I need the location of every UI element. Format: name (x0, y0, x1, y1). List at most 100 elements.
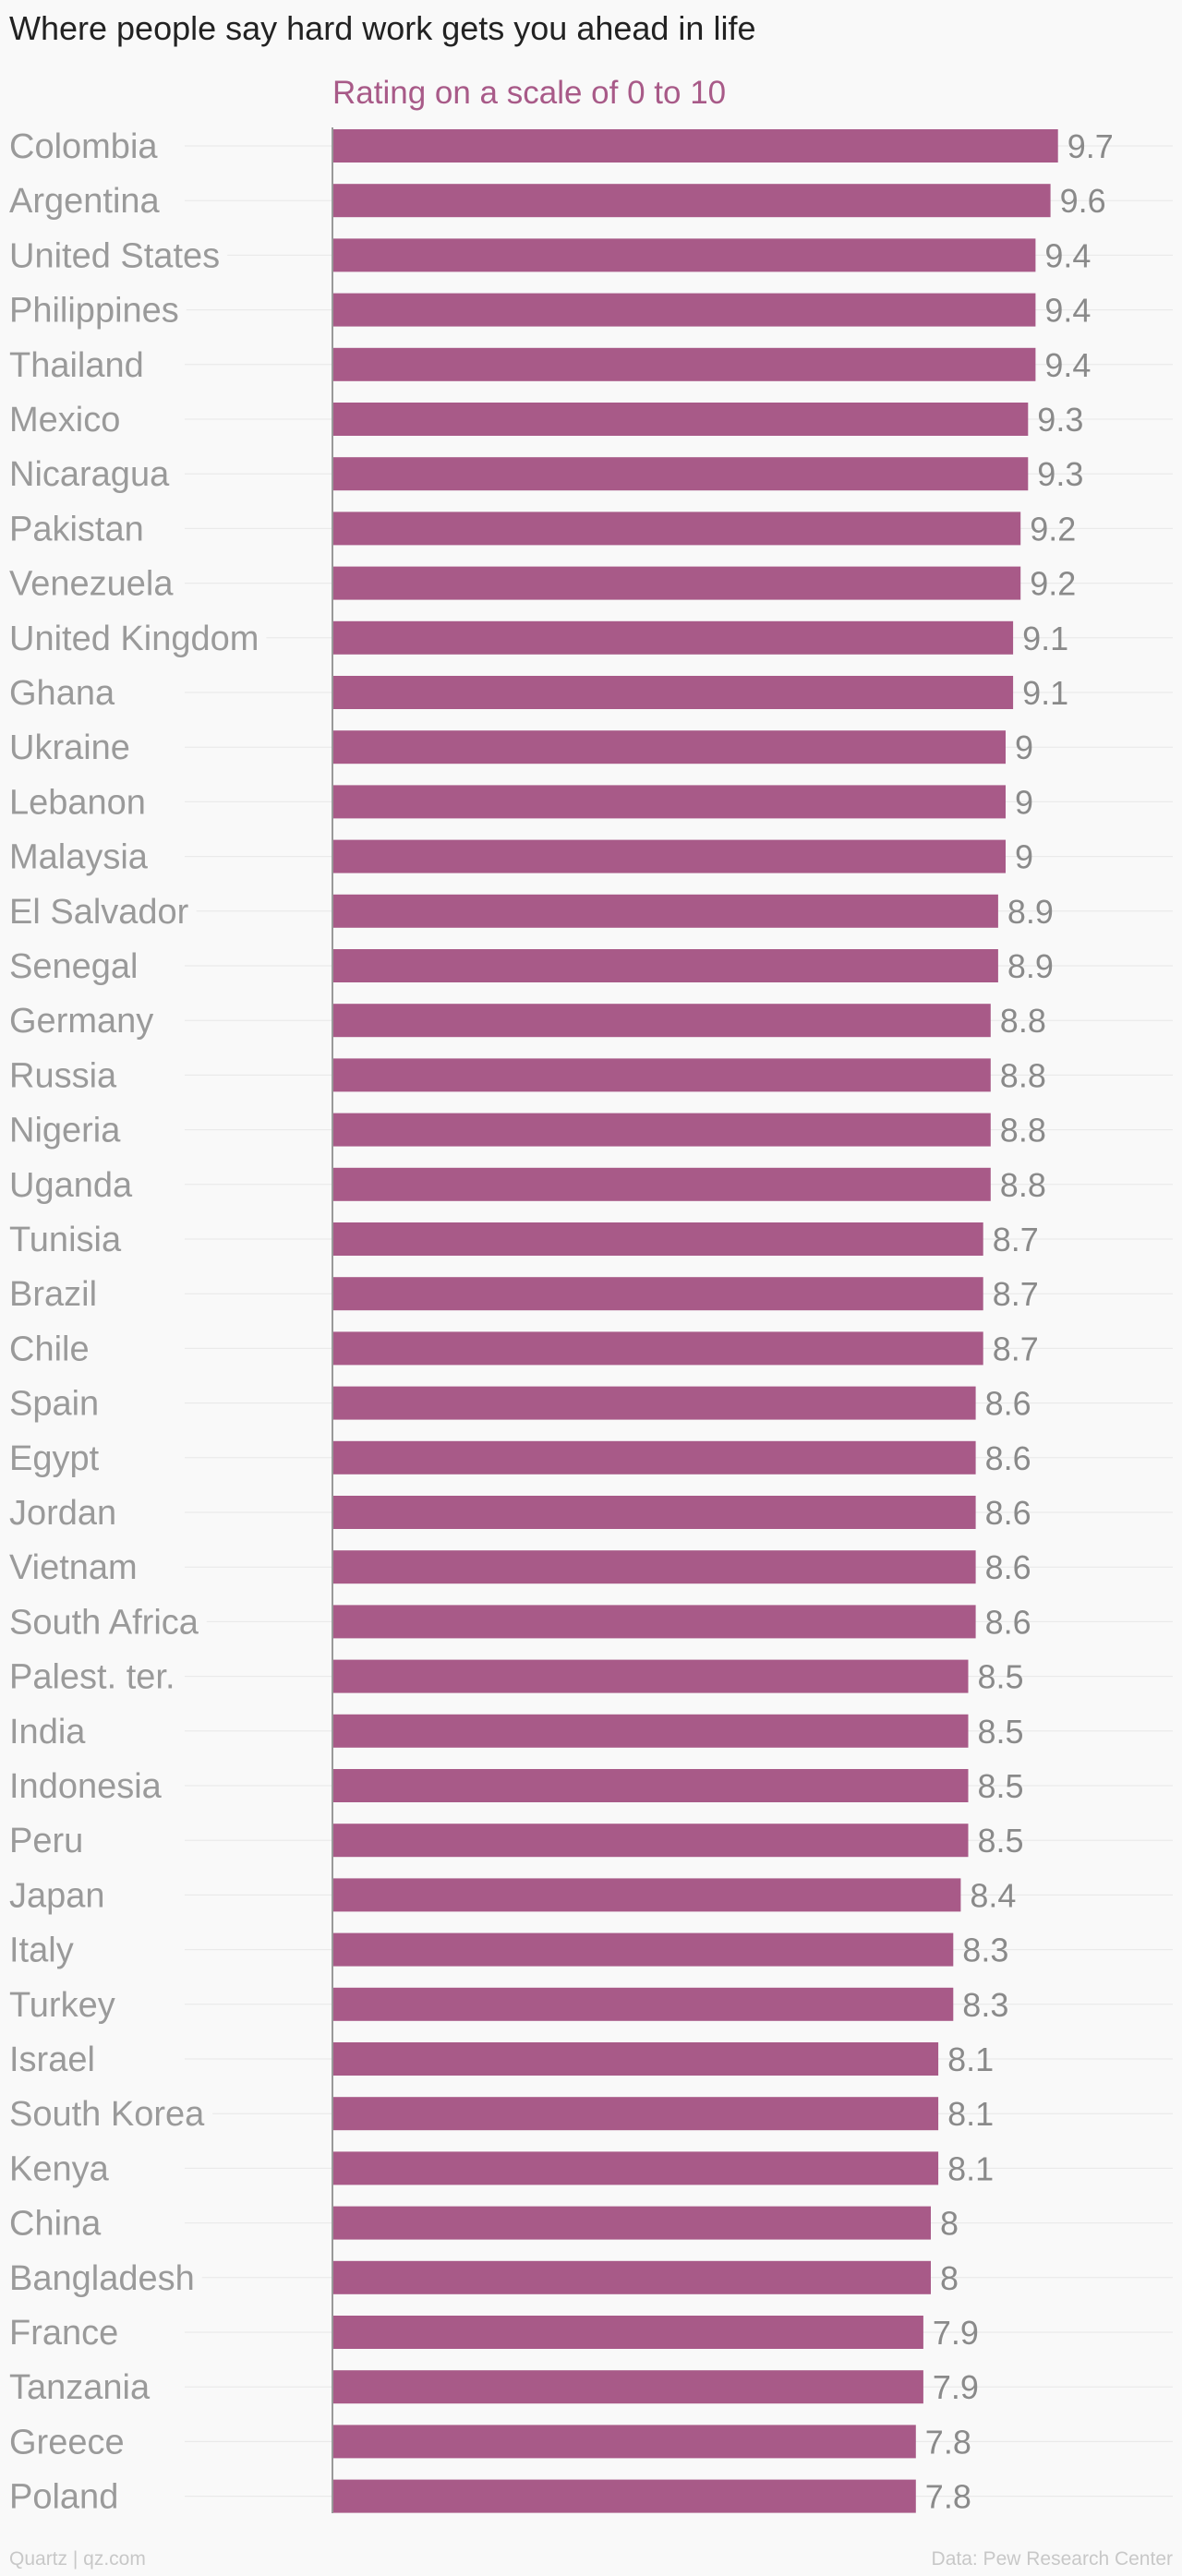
value-label: 8.3 (962, 1932, 1008, 1969)
category-label: Venezuela (9, 565, 174, 604)
bar (332, 1496, 976, 1529)
value-label: 9.1 (1022, 674, 1068, 712)
label-background (6, 401, 128, 439)
label-background (6, 1111, 129, 1150)
category-label: United Kingdom (9, 620, 259, 658)
label-background (6, 1165, 140, 1205)
label-background (6, 564, 182, 604)
category-label: Spain (9, 1385, 99, 1424)
value-label: 9 (1015, 838, 1033, 876)
category-label: Peru (9, 1822, 83, 1860)
category-label: Israel (9, 2040, 95, 2079)
bar (332, 2425, 916, 2459)
category-label: Turkey (9, 1986, 115, 2025)
category-label: Italy (9, 1932, 74, 1970)
category-label: Palest. ter. (9, 1658, 175, 1697)
value-label: 9 (1015, 783, 1033, 821)
category-label: Vietnam (9, 1548, 138, 1587)
value-label: 7.8 (925, 2478, 971, 2516)
category-label: Nicaragua (9, 455, 170, 494)
label-background (6, 2477, 127, 2517)
bar (332, 129, 1058, 163)
value-label: 9.1 (1022, 620, 1068, 657)
value-label: 8.5 (978, 1713, 1024, 1751)
bar (332, 730, 1006, 764)
value-label: 7.8 (925, 2423, 971, 2461)
label-background (6, 1384, 107, 1424)
category-label: South Africa (9, 1603, 199, 1642)
category-label: Greece (9, 2423, 125, 2462)
category-label: Argentina (9, 182, 161, 221)
bar (332, 1714, 969, 1748)
label-background (6, 1330, 97, 1369)
category-label: Tanzania (9, 2368, 151, 2407)
bar (332, 2260, 931, 2294)
footer-source-right: Data: Pew Research Center (931, 2548, 1173, 2570)
category-label: Philippines (9, 292, 179, 331)
value-label: 8.1 (947, 2149, 994, 2187)
category-label: Bangladesh (9, 2259, 195, 2298)
value-labels: 9.7 9.6 9.4 9.4 9.4 9.3 9.3 9.2 9.2 9.1 9.1 9 9 9 8.9 8… (925, 127, 1114, 2516)
label-background (6, 2095, 213, 2135)
category-label: Russia (9, 1056, 117, 1095)
value-label: 8.3 (962, 1986, 1008, 2024)
bar (332, 1167, 991, 1201)
category-label: Senegal (9, 947, 138, 986)
value-label: 8.1 (947, 2095, 994, 2133)
bar (332, 566, 1021, 600)
value-label: 8.4 (970, 1876, 1016, 1914)
bar (332, 238, 1036, 272)
value-label: 8 (940, 2205, 959, 2243)
category-labels: Colombia Argentina United States Philippine… (6, 127, 267, 2517)
bar (332, 457, 1029, 491)
value-label: 9.6 (1060, 182, 1106, 220)
label-background (6, 947, 146, 986)
label-background (6, 345, 151, 385)
category-label: Indonesia (9, 1767, 163, 1806)
label-background (6, 2423, 132, 2462)
value-label: 8.8 (1000, 1112, 1046, 1150)
value-label: 8.8 (1000, 1056, 1046, 1094)
bar (332, 2042, 939, 2076)
bar (332, 1932, 954, 1967)
bars (332, 129, 1058, 2513)
category-label: Mexico (9, 401, 120, 439)
bar (332, 1440, 976, 1475)
category-label: South Korea (9, 2095, 205, 2134)
category-label: France (9, 2314, 118, 2353)
value-label: 8.6 (985, 1494, 1031, 1532)
bar (332, 1659, 969, 1693)
category-label: United States (9, 236, 220, 275)
label-background (6, 455, 178, 495)
bar (332, 1987, 954, 2021)
value-label: 8 (940, 2259, 959, 2297)
bar (332, 403, 1029, 436)
bar (332, 1113, 991, 1147)
label-background (6, 1002, 162, 1041)
label-background (6, 182, 168, 222)
value-label: 9.7 (1067, 127, 1114, 165)
label-background (6, 783, 153, 823)
bar (332, 839, 1006, 873)
value-label: 9.4 (1044, 236, 1091, 274)
category-label: Malaysia (9, 838, 149, 877)
bar (332, 620, 1014, 655)
value-label: 9.4 (1044, 292, 1091, 330)
label-background (6, 2149, 117, 2189)
value-label: 9.4 (1044, 346, 1091, 384)
bar (332, 2370, 923, 2404)
label-background (6, 2204, 110, 2244)
category-label: Tunisia (9, 1221, 122, 1259)
value-label: 8.6 (985, 1385, 1031, 1423)
value-label: 8.6 (985, 1548, 1031, 1586)
label-background (6, 2314, 127, 2353)
category-label: Jordan (9, 1494, 116, 1533)
label-background (6, 1931, 81, 1970)
label-background (6, 2040, 103, 2079)
label-background (6, 2258, 202, 2298)
category-label: Uganda (9, 1166, 133, 1205)
bar (332, 1386, 976, 1420)
bar (332, 2316, 923, 2349)
bar (332, 1277, 983, 1311)
